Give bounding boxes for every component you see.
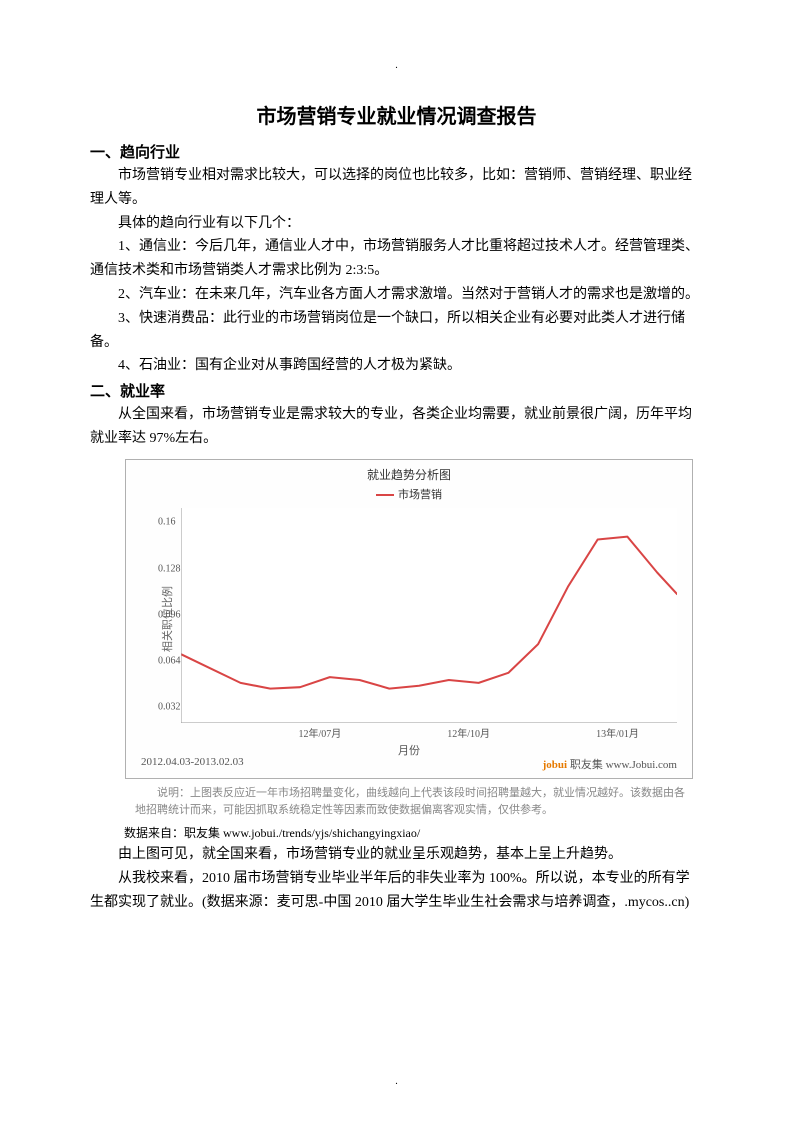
chart-date-range: 2012.04.03-2013.02.03 — [141, 756, 244, 772]
legend-line-icon — [376, 494, 394, 496]
section2-p1: 从全国来看，市场营销专业是需求较大的专业，各类企业均需要，就业前景很广阔，历年平… — [90, 403, 703, 451]
section1-p1: 市场营销专业相对需求比较大，可以选择的岗位也比较多，比如：营销师、营销经理、职业… — [90, 164, 703, 212]
data-source: 数据来自：职友集 www.jobui./trends/yjs/shichangy… — [100, 824, 693, 841]
chart-footer: 2012.04.03-2013.02.03 jobui 职友集 www.Jobu… — [141, 756, 677, 772]
x-tick: 12年/10月 — [447, 725, 490, 740]
after-p1: 由上图可见，就全国来看，市场营销专业的就业呈乐观趋势，基本上呈上升趋势。 — [90, 843, 703, 867]
x-tick: 13年/01月 — [596, 725, 639, 740]
line-chart-svg — [181, 508, 677, 723]
chart-legend: 市场营销 — [126, 486, 692, 502]
page-dot-top: . — [395, 60, 398, 71]
chart-plot-area — [181, 508, 677, 723]
y-tick: 0.16 — [158, 517, 176, 528]
chart-title: 就业趋势分析图 — [126, 460, 692, 483]
employment-trend-chart: 就业趋势分析图 市场营销 jobuiTM 职友集 jobui 职友集 相关职位比… — [125, 459, 693, 779]
section2-header: 二、就业率 — [90, 380, 703, 401]
y-tick: 0.128 — [158, 563, 181, 574]
chart-footer-brand: jobui 职友集 www.Jobui.com — [543, 756, 677, 772]
y-tick: 0.096 — [158, 609, 181, 620]
page-title: 市场营销专业就业情况调查报告 — [90, 100, 703, 129]
section1-p2: 具体的趋向行业有以下几个： — [90, 212, 703, 236]
y-tick: 0.032 — [158, 702, 181, 713]
section1-p6: 4、石油业：国有企业对从事跨国经营的人才极为紧缺。 — [90, 354, 703, 378]
y-tick: 0.064 — [158, 656, 181, 667]
section1-p5: 3、快速消费品：此行业的市场营销岗位是一个缺口，所以相关企业有必要对此类人才进行… — [90, 307, 703, 355]
legend-label: 市场营销 — [398, 489, 442, 501]
chart-note: 说明：上图表反应近一年市场招聘量变化，曲线越向上代表该段时间招聘量越大，就业情况… — [135, 785, 693, 820]
x-tick: 12年/07月 — [298, 725, 341, 740]
section1-p4: 2、汽车业：在未来几年，汽车业各方面人才需求激增。当然对于营销人才的需求也是激增… — [90, 283, 703, 307]
section1-p3: 1、通信业：今后几年，通信业人才中，市场营销服务人才比重将超过技术人才。经营管理… — [90, 235, 703, 283]
section1-header: 一、趋向行业 — [90, 141, 703, 162]
page-dot-bottom: . — [395, 1076, 398, 1087]
after-p2: 从我校来看，2010 届市场营销专业毕业半年后的非失业率为 100%。所以说，本… — [90, 867, 703, 915]
